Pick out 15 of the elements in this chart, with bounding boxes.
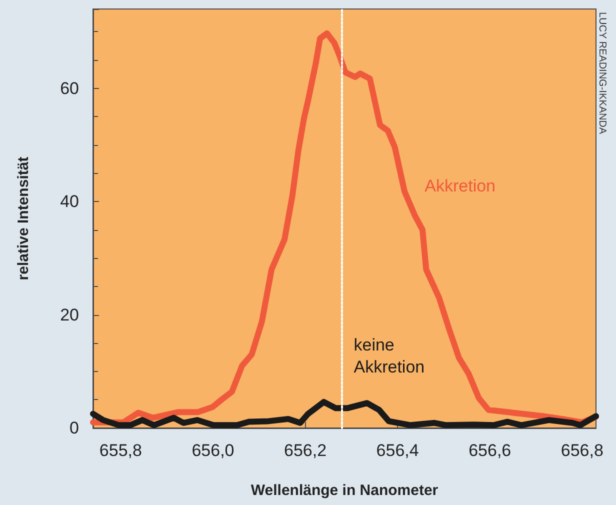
series-label: Akkretion	[424, 176, 496, 196]
y-tick-label: 60	[60, 78, 79, 98]
y-tick-label: 40	[60, 192, 79, 212]
x-tick-label: 656,2	[284, 441, 327, 460]
x-tick-label: 655,8	[99, 441, 142, 460]
x-tick-label: 656,8	[560, 441, 604, 460]
x-tick-label: 656,4	[376, 441, 419, 460]
series-label: keine Akkretion	[354, 335, 425, 376]
x-tick-label: 656,6	[468, 441, 512, 460]
y-tick-label: 0	[70, 418, 79, 438]
x-tick-label: 656,0	[192, 441, 234, 460]
y-tick-label: 20	[60, 305, 79, 324]
x-axis-title: Wellenlänge in Nanometer	[250, 482, 438, 499]
y-axis-title: relative Intensität	[15, 156, 32, 280]
text: LUCY READING-IKKANDA	[596, 12, 608, 134]
